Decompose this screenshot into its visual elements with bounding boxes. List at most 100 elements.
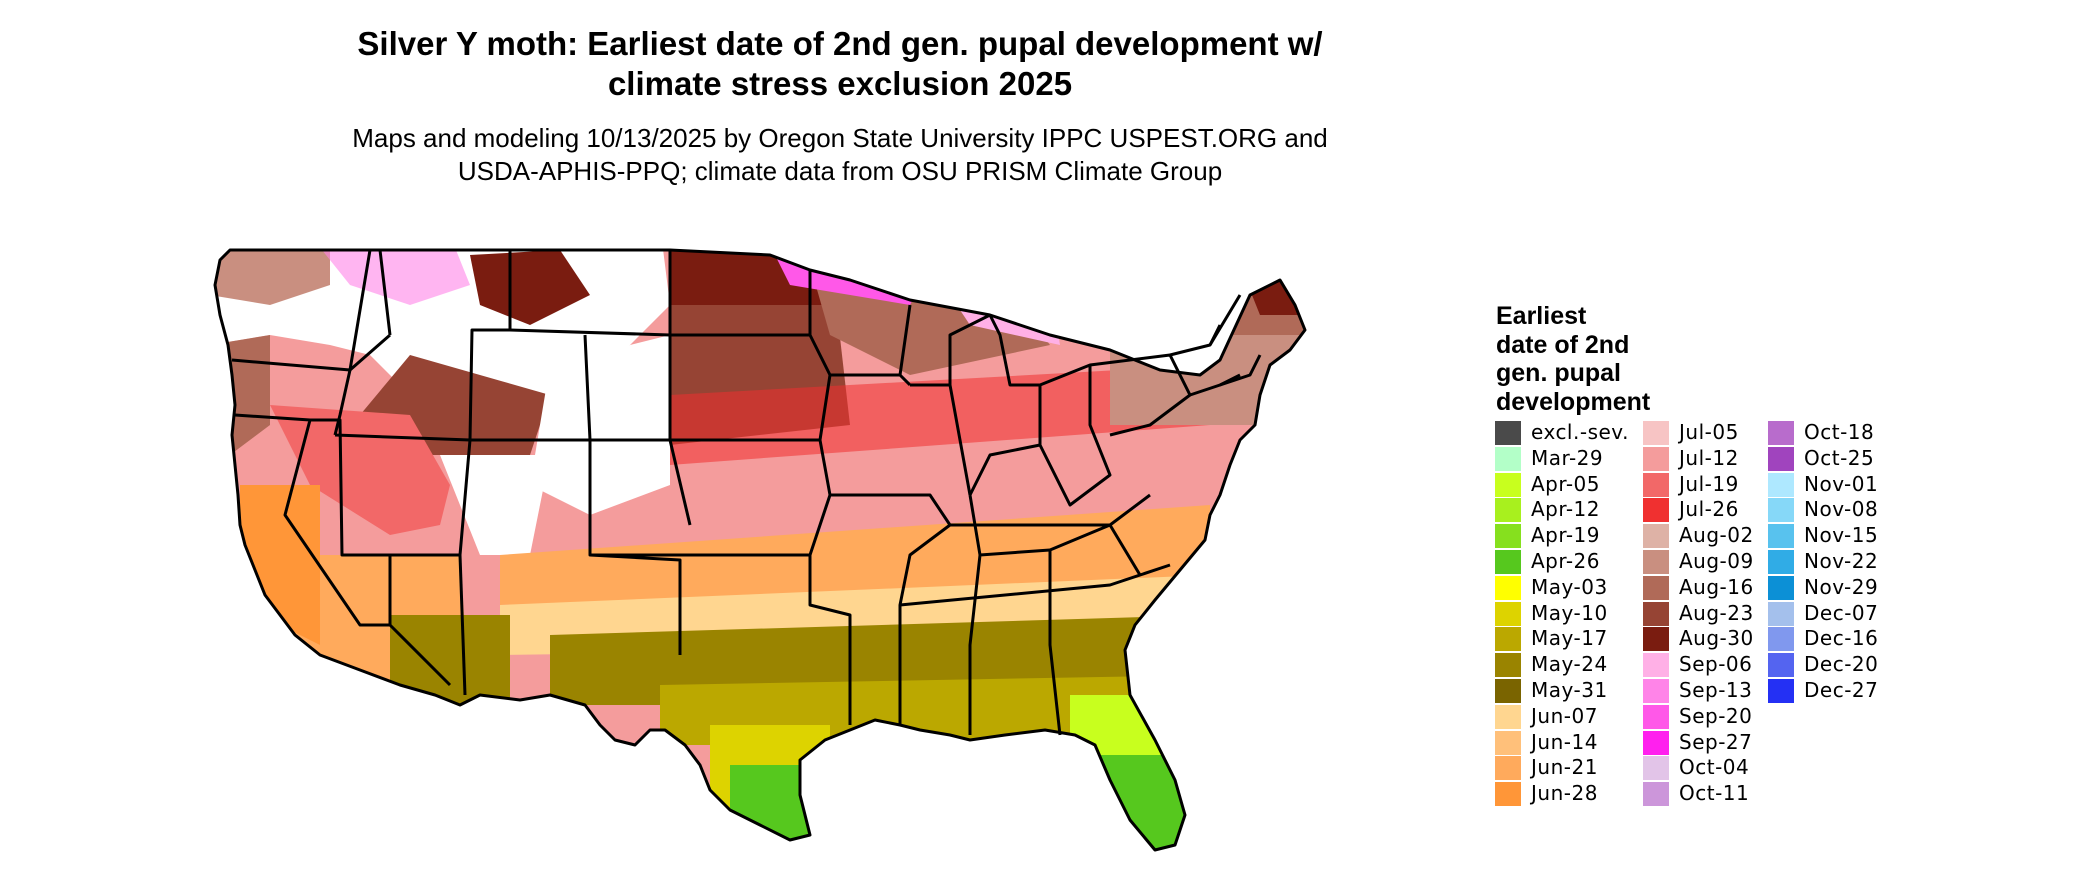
- legend-item: May-03: [1495, 575, 1665, 601]
- legend-item: Dec-20: [1768, 652, 1938, 678]
- legend-item: Jul-05: [1643, 420, 1813, 446]
- legend-item: Apr-19: [1495, 523, 1665, 549]
- legend-item: Nov-15: [1768, 523, 1938, 549]
- legend-item: Dec-16: [1768, 626, 1938, 652]
- legend-label: Jun-21: [1531, 755, 1598, 780]
- legend-item: May-10: [1495, 601, 1665, 627]
- legend-label: Dec-07: [1804, 600, 1879, 625]
- legend-label: Aug-09: [1679, 548, 1754, 573]
- legend-label: Nov-01: [1804, 471, 1879, 496]
- legend-label: May-17: [1531, 626, 1608, 651]
- legend-swatch: [1495, 704, 1521, 729]
- legend-swatch: [1495, 472, 1521, 497]
- legend-swatch: [1495, 601, 1521, 626]
- legend-item: May-24: [1495, 652, 1665, 678]
- legend-column: Oct-18 Oct-25 Nov-01 Nov-08 Nov-15 Nov-22 Nov-…: [1768, 420, 1938, 704]
- legend-swatch: [1495, 627, 1521, 652]
- legend-label: Jul-19: [1679, 471, 1739, 496]
- legend-item: Oct-18: [1768, 420, 1938, 446]
- legend-swatch: [1643, 756, 1669, 781]
- legend-swatch: [1768, 524, 1794, 549]
- legend-label: Mar-29: [1531, 445, 1604, 470]
- legend-label: May-31: [1531, 677, 1608, 702]
- legend-label: Nov-29: [1804, 574, 1879, 599]
- legend-swatch: [1768, 678, 1794, 703]
- legend-swatch: [1643, 678, 1669, 703]
- legend-title-line: Earliest: [1496, 302, 1587, 330]
- legend-label: Oct-18: [1804, 420, 1875, 444]
- legend-item: Nov-01: [1768, 472, 1938, 498]
- legend-swatch: [1643, 549, 1669, 574]
- legend-swatch: [1643, 524, 1669, 549]
- legend-item: Jul-26: [1643, 497, 1813, 523]
- legend-item: Nov-08: [1768, 497, 1938, 523]
- legend-swatch: [1495, 782, 1521, 807]
- legend-item: Apr-05: [1495, 472, 1665, 498]
- legend-swatch: [1495, 678, 1521, 703]
- map-title: Silver Y moth: Earliest date of 2nd gen.…: [300, 24, 1380, 104]
- legend-label: Jun-07: [1531, 703, 1598, 728]
- legend-swatch: [1495, 653, 1521, 678]
- legend-swatch: [1495, 756, 1521, 781]
- legend-swatch: [1495, 498, 1521, 523]
- legend-label: Sep-13: [1679, 677, 1753, 702]
- legend-item: Jul-12: [1643, 446, 1813, 472]
- legend-label: May-24: [1531, 652, 1608, 677]
- legend-item: Sep-27: [1643, 730, 1813, 756]
- legend-label: Aug-16: [1679, 574, 1754, 599]
- map-subtitle: Maps and modeling 10/13/2025 by Oregon S…: [300, 122, 1380, 188]
- legend-swatch: [1643, 730, 1669, 755]
- legend-item: Aug-23: [1643, 601, 1813, 627]
- legend-item: Mar-29: [1495, 446, 1665, 472]
- legend-item: Dec-07: [1768, 601, 1938, 627]
- legend-item: May-17: [1495, 626, 1665, 652]
- subtitle-line: Maps and modeling 10/13/2025 by Oregon S…: [352, 123, 1328, 153]
- legend-label: Sep-27: [1679, 729, 1753, 754]
- legend-title-line: date of 2nd: [1496, 330, 1630, 359]
- legend-item: Aug-02: [1643, 523, 1813, 549]
- legend-item: Sep-06: [1643, 652, 1813, 678]
- legend-swatch: [1643, 704, 1669, 729]
- legend-item: Oct-25: [1768, 446, 1938, 472]
- legend-item: Aug-30: [1643, 626, 1813, 652]
- legend-swatch: [1768, 549, 1794, 574]
- legend-label: Jun-14: [1531, 729, 1598, 754]
- legend-label: Nov-15: [1804, 523, 1879, 548]
- legend-label: Jul-12: [1679, 445, 1739, 470]
- title-line: climate stress exclusion 2025: [607, 65, 1073, 102]
- legend-swatch: [1495, 446, 1521, 471]
- legend-label: Apr-05: [1531, 471, 1600, 496]
- legend-label: Apr-26: [1531, 548, 1600, 573]
- legend-item: Oct-11: [1643, 781, 1813, 807]
- legend-label: Oct-04: [1679, 755, 1750, 780]
- legend-column: excl.-sev. Mar-29 Apr-05 Apr-12 Apr-19 Apr-26…: [1495, 420, 1665, 807]
- legend-swatch: [1495, 730, 1521, 755]
- legend-item: Jun-21: [1495, 755, 1665, 781]
- legend-swatch: [1768, 421, 1794, 445]
- legend-label: excl.-sev.: [1531, 420, 1629, 444]
- legend-label: Oct-11: [1679, 781, 1750, 806]
- legend-label: Apr-12: [1531, 497, 1600, 522]
- legend-item: Aug-09: [1643, 549, 1813, 575]
- legend-item: Apr-12: [1495, 497, 1665, 523]
- legend-label: Sep-20: [1679, 703, 1753, 728]
- legend-item: Jun-07: [1495, 704, 1665, 730]
- subtitle-line: USDA-APHIS-PPQ; climate data from OSU PR…: [457, 156, 1223, 186]
- legend-swatch: [1643, 782, 1669, 807]
- legend-label: Nov-22: [1804, 548, 1879, 573]
- legend-title-line: development: [1496, 387, 1651, 416]
- legend-item: Sep-13: [1643, 678, 1813, 704]
- legend-swatch: [1643, 653, 1669, 678]
- legend-label: Jul-05: [1679, 420, 1739, 444]
- legend-swatch: [1643, 601, 1669, 626]
- legend-item: Dec-27: [1768, 678, 1938, 704]
- legend-label: Aug-02: [1679, 523, 1754, 548]
- legend-label: May-03: [1531, 574, 1608, 599]
- legend-swatch: [1768, 446, 1794, 471]
- legend-swatch: [1768, 627, 1794, 652]
- legend-label: Nov-08: [1804, 497, 1879, 522]
- legend-item: excl.-sev.: [1495, 420, 1665, 446]
- legend-swatch: [1643, 472, 1669, 497]
- legend-swatch: [1768, 601, 1794, 626]
- legend-swatch: [1768, 472, 1794, 497]
